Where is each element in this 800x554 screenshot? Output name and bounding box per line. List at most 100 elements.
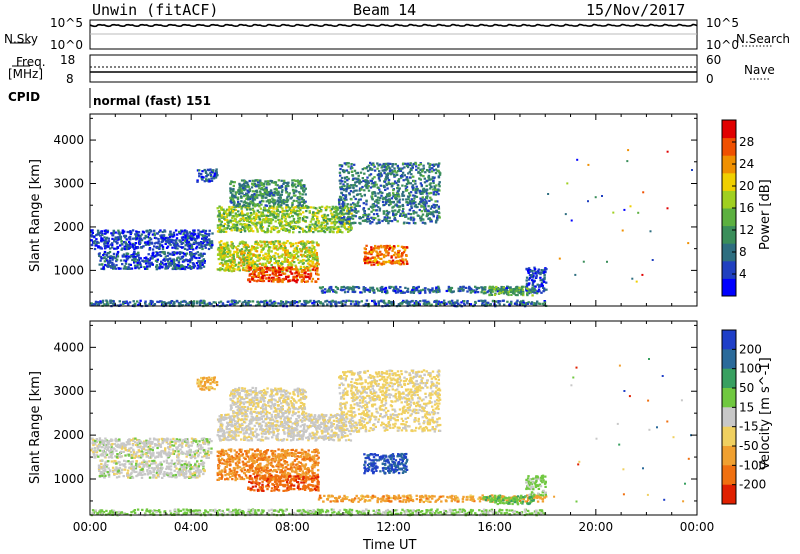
data-cell: [383, 180, 387, 183]
data-cell: [206, 168, 210, 171]
data-cell: [280, 245, 283, 248]
data-cell: [115, 258, 119, 261]
data-cell: [438, 301, 441, 304]
data-cell: [387, 301, 390, 304]
data-cell: [260, 212, 263, 215]
data-cell: [402, 194, 406, 197]
data-cell: [401, 261, 405, 264]
data-cell: [371, 192, 374, 195]
data-cell: [333, 215, 336, 218]
data-cell: [522, 299, 525, 302]
data-cell: [248, 225, 252, 229]
data-cell: [355, 211, 358, 214]
data-cell: [138, 238, 141, 241]
data-cell: [374, 194, 377, 197]
data-cell: [424, 291, 427, 294]
data-cell: [106, 252, 109, 255]
data-cell: [222, 247, 226, 250]
data-cell: [254, 247, 257, 250]
data-cell: [135, 253, 138, 256]
data-cell: [268, 191, 271, 194]
data-cell: [404, 162, 407, 165]
data-cell: [192, 255, 196, 258]
data-cell: [248, 179, 251, 183]
data-cell: [125, 238, 128, 241]
data-cell: [216, 226, 220, 229]
data-cell: [108, 250, 112, 254]
data-cell: [437, 300, 440, 303]
data-cell: [316, 218, 319, 221]
data-cell: [250, 248, 253, 251]
data-cell: [338, 218, 342, 221]
data-cell: [254, 241, 257, 244]
data-cell: [333, 214, 336, 217]
data-cell: [312, 213, 315, 216]
data-cell: [405, 301, 408, 304]
data-cell: [339, 207, 342, 210]
data-cell: [299, 253, 303, 256]
data-cell: [288, 192, 291, 195]
data-cell: [163, 257, 166, 260]
data-cell: [181, 300, 185, 303]
data-cell: [320, 227, 324, 230]
data-cell: [289, 270, 292, 273]
beam-title: Beam 14: [353, 1, 417, 19]
data-cell: [189, 232, 192, 235]
data-cell: [133, 257, 136, 260]
data-cell: [391, 206, 394, 209]
data-cell: [398, 303, 401, 306]
data-cell: [303, 255, 307, 258]
data-cell: [373, 260, 377, 263]
data-cell: [305, 216, 309, 219]
data-cell: [228, 211, 232, 214]
data-cell: [256, 228, 259, 231]
data-cell: [280, 221, 284, 224]
data-cell: [191, 257, 194, 260]
data-cell: [249, 200, 252, 203]
data-cell: [348, 211, 351, 214]
data-cell: [104, 229, 108, 232]
data-cell: [317, 277, 320, 281]
data-cell: [198, 303, 202, 307]
data-cell: [119, 267, 122, 270]
data-cell: [262, 279, 266, 283]
data-cell: [366, 187, 369, 190]
data-cell: [232, 209, 235, 213]
data-cell: [273, 211, 276, 214]
data-cell: [226, 218, 229, 222]
data-cell: [238, 300, 241, 303]
data-cell: [436, 191, 439, 194]
data-cell: [358, 221, 361, 225]
data-cell: [438, 181, 441, 184]
data-cell: [388, 248, 391, 251]
data-cell: [261, 280, 264, 283]
data-cell: [420, 191, 424, 194]
data-cell: [247, 267, 250, 270]
data-cell: [419, 300, 422, 303]
data-cell: [228, 208, 231, 211]
data-cell: [454, 302, 457, 305]
data-cell: [199, 267, 202, 270]
freq-strip-frame: [89, 54, 698, 83]
data-cell: [221, 259, 224, 262]
data-cell: [278, 243, 282, 246]
data-cell: [388, 166, 391, 169]
data-cell: [203, 252, 206, 255]
data-cell: [283, 210, 286, 213]
data-cell: [111, 261, 114, 264]
data-cell: [339, 230, 342, 233]
data-cell: [116, 255, 120, 258]
data-cell: [432, 180, 435, 183]
data-cell: [263, 257, 266, 260]
data-cell: [411, 188, 415, 191]
data-cell: [349, 216, 353, 219]
data-cell: [94, 300, 98, 303]
data-cell: [215, 170, 218, 173]
data-cell: [193, 253, 196, 257]
data-cell: [414, 304, 418, 307]
data-cell: [314, 269, 317, 272]
data-cell: [185, 230, 188, 233]
data-cell: [412, 218, 416, 221]
data-cell: [328, 226, 332, 229]
